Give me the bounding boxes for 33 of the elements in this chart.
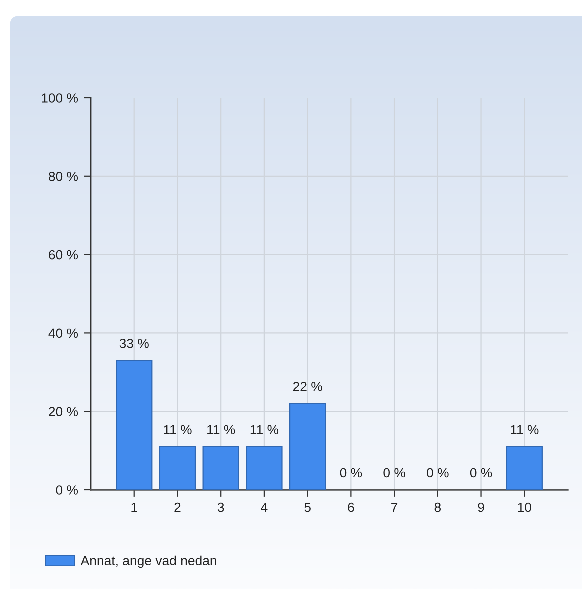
x-tick-label: 1 (132, 502, 138, 512)
data-label: 0 % (427, 468, 449, 478)
x-tick-label: 4 (261, 502, 268, 512)
x-tick-label: 2 (174, 502, 181, 512)
y-tick-label: 60 % (49, 250, 78, 260)
x-tick-label: 10 (518, 502, 532, 512)
data-label: 11 % (208, 425, 236, 434)
data-label: 11 % (164, 425, 192, 434)
y-tick-label: 100 % (42, 94, 78, 103)
data-label: 33 % (120, 338, 149, 348)
data-label: 22 % (293, 382, 322, 392)
bar (159, 446, 196, 490)
x-tick-label: 9 (478, 502, 484, 512)
data-label: 11 % (511, 425, 539, 434)
legend-label: Annat, ange vad nedan (80, 556, 216, 568)
x-tick-label: 6 (348, 502, 354, 512)
bar (506, 446, 543, 490)
y-tick-label: 20 % (49, 407, 78, 417)
bar (246, 446, 283, 490)
x-tick-label: 5 (304, 502, 311, 512)
y-tick-label: 0 % (56, 486, 78, 495)
y-tick-label: 80 % (49, 172, 78, 182)
data-label: 0 % (340, 468, 362, 478)
x-tick-label: 7 (392, 502, 398, 512)
bar (289, 403, 326, 490)
data-label: 0 % (384, 468, 406, 478)
data-label: 0 % (470, 468, 492, 478)
bar (202, 446, 240, 490)
x-tick-label: 3 (218, 502, 224, 512)
data-label: 11 % (250, 425, 279, 434)
x-tick-label: 8 (434, 502, 442, 512)
y-tick-label: 40 % (48, 328, 78, 338)
bar (116, 360, 153, 490)
